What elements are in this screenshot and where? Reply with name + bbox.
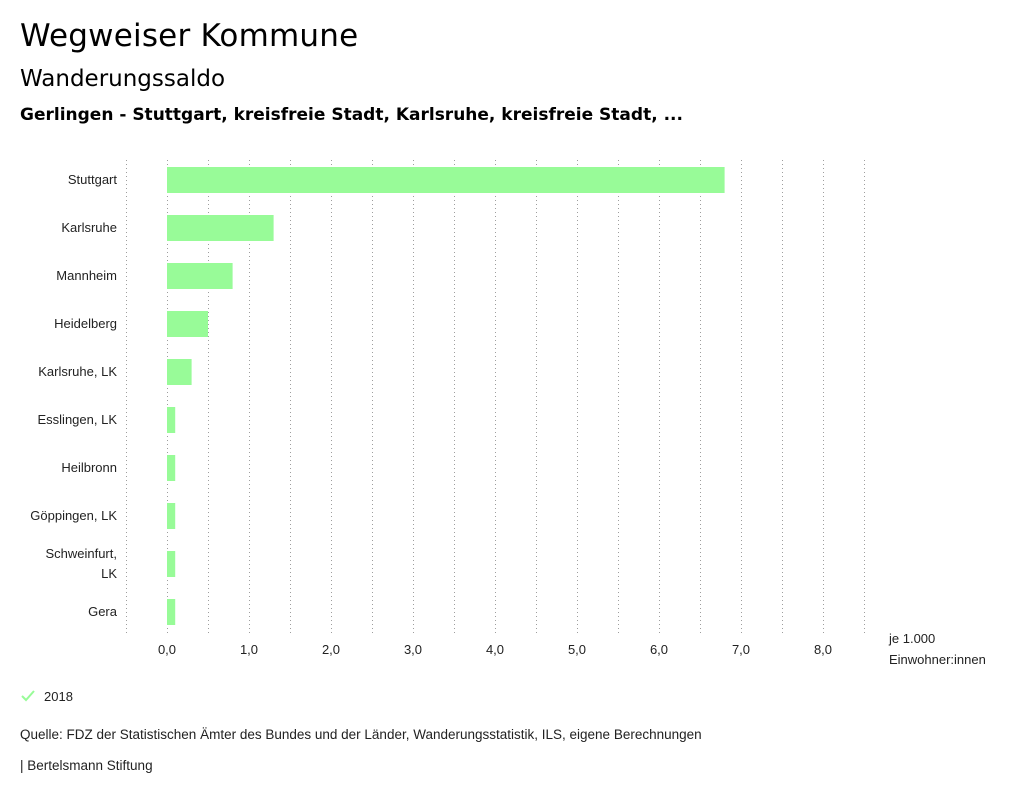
category-label: LK (101, 566, 117, 581)
x-tick-label: 3,0 (404, 642, 422, 657)
check-icon (21, 690, 35, 702)
legend[interactable]: 2018 (20, 688, 73, 704)
bar[interactable] (167, 359, 192, 385)
x-tick-label: 8,0 (814, 642, 832, 657)
bar[interactable] (167, 215, 274, 241)
x-tick-label: 7,0 (732, 642, 750, 657)
unit-label: Einwohner:innen (889, 652, 986, 667)
x-tick-label: 6,0 (650, 642, 668, 657)
bar[interactable] (167, 599, 176, 625)
category-label: Heidelberg (54, 316, 117, 331)
bar[interactable] (167, 455, 176, 481)
category-label: Esslingen, LK (38, 412, 118, 427)
bar[interactable] (167, 311, 208, 337)
x-tick-label: 1,0 (240, 642, 258, 657)
category-label: Gera (88, 604, 118, 619)
page-title: Wegweiser Kommune (20, 18, 359, 54)
x-tick-label: 4,0 (486, 642, 504, 657)
category-label: Göppingen, LK (30, 508, 117, 523)
selection-label: Gerlingen - Stuttgart, kreisfreie Stadt,… (20, 105, 683, 125)
category-label: Karlsruhe, LK (38, 364, 117, 379)
bar-chart: Stuttgart Karlsruhe Mannheim Heidelberg Karl… (30, 160, 986, 667)
x-tick-label: 0,0 (158, 642, 176, 657)
category-label: Mannheim (56, 268, 117, 283)
publisher-note: | Bertelsmann Stiftung (20, 758, 153, 773)
category-label: Schweinfurt, (45, 546, 117, 561)
category-label: Stuttgart (68, 172, 118, 187)
bar[interactable] (167, 551, 176, 577)
bar[interactable] (167, 263, 233, 289)
bar[interactable] (167, 167, 725, 193)
legend-label: 2018 (44, 688, 73, 704)
x-tick-label: 2,0 (322, 642, 340, 657)
x-tick-label: 5,0 (568, 642, 586, 657)
category-label: Karlsruhe (61, 220, 117, 235)
category-label: Heilbronn (61, 460, 117, 475)
unit-label: je 1.000 (888, 631, 935, 646)
bar[interactable] (167, 503, 176, 529)
source-note: Quelle: FDZ der Statistischen Ämter des … (20, 727, 702, 742)
chart-subtitle: Wanderungssaldo (20, 66, 226, 92)
bar[interactable] (167, 407, 176, 433)
